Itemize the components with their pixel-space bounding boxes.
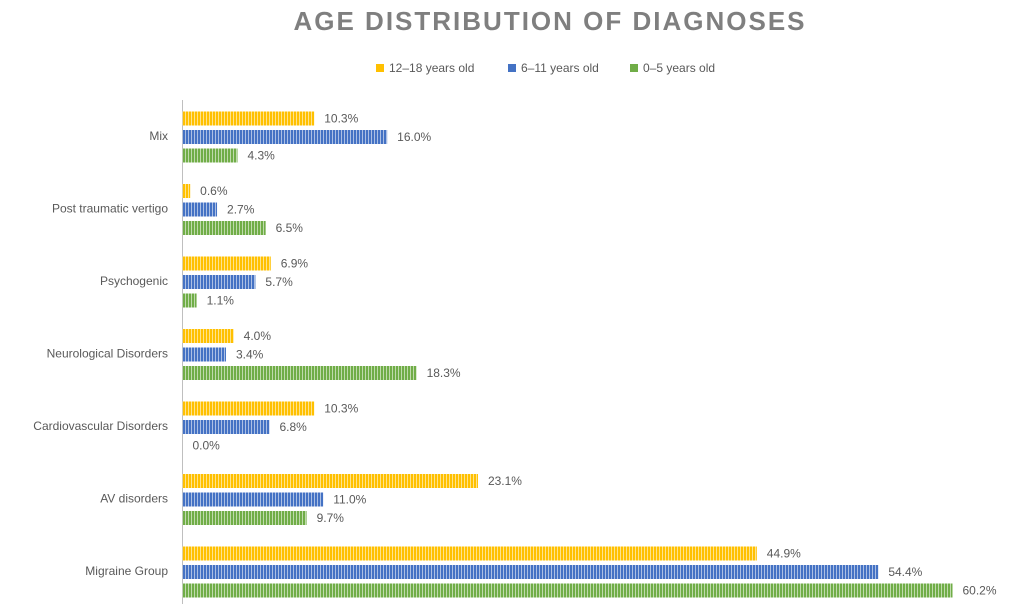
value-label: 0.0% (193, 439, 221, 453)
bar (182, 184, 191, 198)
value-label: 11.0% (333, 493, 366, 507)
bar (182, 511, 307, 525)
value-label: 44.9% (767, 547, 801, 561)
value-label: 6.8% (279, 420, 307, 434)
value-label: 10.3% (324, 402, 358, 416)
bar (182, 111, 315, 126)
category-label: AV disorders (100, 492, 168, 506)
legend-label: 0–5 years old (643, 61, 715, 75)
bar (182, 546, 757, 561)
value-label: 6.5% (276, 221, 304, 235)
value-label: 23.1% (488, 474, 522, 488)
value-label: 54.4% (888, 565, 922, 579)
value-label: 3.4% (236, 348, 264, 362)
bar (182, 492, 324, 507)
bar (182, 366, 417, 380)
legend-swatch (508, 64, 516, 72)
value-label: 5.7% (265, 275, 293, 289)
value-label: 18.3% (427, 366, 461, 380)
value-label: 4.0% (244, 329, 272, 343)
bar (182, 347, 226, 362)
bar (182, 275, 256, 289)
bar (182, 420, 270, 434)
legend-label: 6–11 years old (521, 61, 599, 75)
value-label: 4.3% (248, 149, 276, 163)
bar (182, 401, 315, 416)
bar (182, 221, 266, 235)
bar (182, 256, 271, 271)
category-label: Psychogenic (100, 274, 168, 288)
bar (182, 474, 478, 488)
legend-label: 12–18 years old (389, 61, 474, 75)
value-label: 9.7% (317, 511, 345, 525)
chart-title: AGE DISTRIBUTION OF DIAGNOSES (293, 6, 806, 36)
value-label: 1.1% (207, 294, 235, 308)
category-label: Post traumatic vertigo (52, 202, 168, 216)
bar (182, 329, 234, 343)
category-label: Cardiovascular Disorders (33, 419, 168, 433)
category-label: Neurological Disorders (47, 347, 168, 361)
value-label: 10.3% (324, 112, 358, 126)
value-label: 6.9% (281, 257, 309, 271)
value-label: 2.7% (227, 203, 255, 217)
category-label: Mix (149, 129, 168, 143)
bar (182, 130, 388, 144)
value-label: 60.2% (963, 584, 997, 598)
bar (182, 293, 197, 308)
bar (182, 583, 953, 598)
value-label: 16.0% (397, 130, 431, 144)
legend-swatch (376, 64, 384, 72)
bar (182, 202, 218, 217)
bar (182, 565, 879, 579)
category-label: Migraine Group (85, 564, 168, 578)
bar (182, 148, 238, 163)
legend-swatch (630, 64, 638, 72)
value-label: 0.6% (200, 184, 228, 198)
